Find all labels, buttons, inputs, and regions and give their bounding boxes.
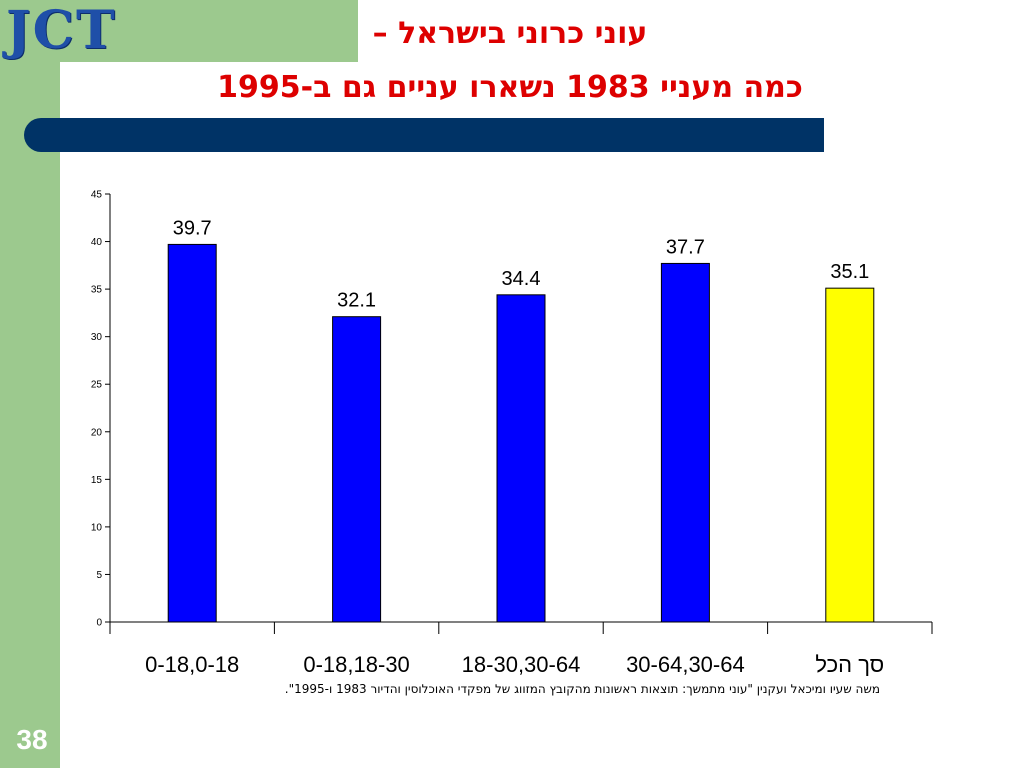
category-label: סך הכל xyxy=(815,652,884,677)
category-label: 0-18,0-18 xyxy=(145,652,239,677)
y-tick-label: 15 xyxy=(91,475,103,486)
source-citation: משה שעיו ומיכאל ועקנין "עוני מתמשך: תוצא… xyxy=(284,682,880,696)
y-tick-label: 10 xyxy=(91,522,103,533)
slide-number: 38 xyxy=(16,724,48,755)
data-label: 35.1 xyxy=(830,261,869,283)
top-left-band xyxy=(0,0,358,62)
y-tick-label: 5 xyxy=(96,570,102,581)
category-label: 30-64,30-64 xyxy=(626,652,745,677)
jct-logo: JCT xyxy=(2,0,152,61)
y-tick-label: 25 xyxy=(91,380,103,391)
bar xyxy=(825,287,875,623)
bar xyxy=(660,262,710,623)
data-label: 39.7 xyxy=(173,217,212,239)
bar xyxy=(496,294,546,623)
logo-text: JCT xyxy=(6,0,117,61)
data-label: 32.1 xyxy=(337,290,376,312)
category-label: 18-30,30-64 xyxy=(462,652,581,677)
bar xyxy=(167,243,217,623)
band-corner xyxy=(60,62,100,102)
bar-chart-svg: 0 5 10 15 20 25 30 35 40 45 39.7 0-18,0-18 32.1 0-18,… xyxy=(91,190,933,677)
data-label: 34.4 xyxy=(502,268,541,290)
left-sidebar-band xyxy=(0,0,60,768)
y-tick-label: 30 xyxy=(91,332,103,343)
y-tick-label: 35 xyxy=(91,285,103,296)
category-label: 0-18,18-30 xyxy=(303,652,409,677)
slide-title-line-2: כמה מעניי 1983 נשארו עניים גם ב-1995 xyxy=(217,70,803,105)
y-tick-label: 0 xyxy=(96,618,102,629)
y-tick-label: 20 xyxy=(91,427,103,438)
slide-title-line-1: עוני כרוני בישראל – xyxy=(372,16,648,51)
data-label: 37.7 xyxy=(666,236,705,258)
bar-chart: 0 5 10 15 20 25 30 35 40 45 39.7 0-18,0-18 32.1 0-18,… xyxy=(62,172,950,712)
bar xyxy=(332,316,382,623)
y-tick-label: 40 xyxy=(91,237,103,248)
y-tick-label: 45 xyxy=(91,190,103,201)
title-underline-bar xyxy=(24,118,824,152)
